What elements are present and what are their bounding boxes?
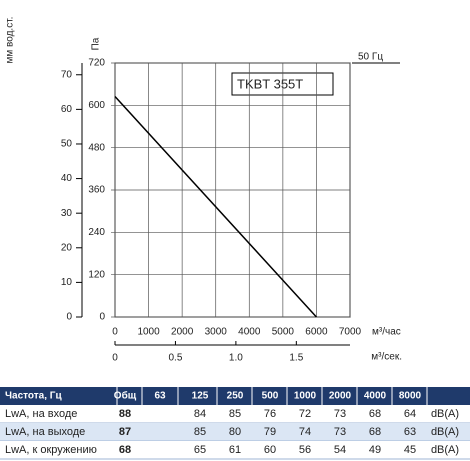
row-value: 45	[404, 444, 416, 456]
row-value: 76	[264, 408, 276, 420]
table-header: 1000	[294, 391, 317, 402]
table-header: 2000	[329, 391, 352, 402]
y-label: Па	[91, 37, 102, 50]
title-box	[231, 72, 334, 96]
row-value: 60	[264, 444, 276, 456]
row-value: 65	[194, 444, 206, 456]
x-tick-label: 4000	[238, 327, 261, 338]
y2-label: мм вод.ст.	[5, 17, 16, 64]
x-tick-label: 0	[112, 327, 118, 338]
table-header: 4000	[364, 391, 387, 402]
y-tick-label: 600	[88, 100, 105, 111]
y-tick-label: 0	[99, 312, 105, 323]
row-label: LwA, на выходе	[5, 426, 85, 438]
row-total: 68	[119, 444, 131, 456]
y2-tick-label: 40	[61, 173, 73, 184]
table-header: Частота, Гц	[5, 391, 62, 402]
table-header: 500	[262, 391, 279, 402]
row-value: 56	[299, 444, 311, 456]
y2-tick-label: 30	[61, 208, 73, 219]
row-value: 80	[229, 426, 241, 438]
x2-tick-label: 0	[112, 353, 118, 364]
row-value: 79	[264, 426, 276, 438]
x2-tick-label: 0.5	[168, 353, 182, 364]
x2-tick-label: 1.0	[229, 353, 243, 364]
y-tick-label: 120	[88, 269, 105, 280]
x-tick-label: 5000	[272, 327, 295, 338]
y-tick-label: 360	[88, 185, 105, 196]
row-value: 84	[194, 408, 206, 420]
table-header: 63	[154, 391, 166, 402]
row-label: LwA, на входе	[5, 408, 77, 420]
row-value: 85	[229, 408, 241, 420]
chart-title: TKBT 355T	[237, 76, 303, 91]
row-total: 87	[119, 426, 131, 438]
row-value: 54	[334, 444, 346, 456]
annotation: 50 Гц	[358, 52, 383, 63]
y2-tick-label: 60	[61, 104, 73, 115]
row-value: 85	[194, 426, 206, 438]
row-unit: dB(A)	[431, 408, 459, 420]
row-value: 64	[404, 408, 416, 420]
row-value: 61	[229, 444, 241, 456]
row-value: 74	[299, 426, 311, 438]
row-value: 73	[334, 408, 346, 420]
x-tick-label: 2000	[171, 327, 194, 338]
x-tick-label: 7000	[339, 327, 362, 338]
row-unit: dB(A)	[431, 426, 459, 438]
y-tick-label: 720	[88, 58, 105, 69]
table-header: 8000	[399, 391, 422, 402]
y2-tick-label: 50	[61, 139, 73, 150]
row-total: 88	[119, 408, 131, 420]
row-label: LwA, к окружению	[5, 444, 97, 456]
y2-tick-label: 0	[66, 312, 72, 323]
x-label: м³/час	[372, 327, 401, 338]
table-row-bg	[0, 423, 470, 441]
table-header: 125	[192, 391, 209, 402]
row-value: 63	[404, 426, 416, 438]
row-value: 68	[369, 426, 381, 438]
x2-label: м³/сек.	[371, 352, 402, 363]
table-header: 250	[227, 391, 244, 402]
x-tick-label: 6000	[305, 327, 328, 338]
line	[114, 96, 317, 318]
row-unit: dB(A)	[431, 444, 459, 456]
y2-tick-label: 70	[61, 69, 73, 80]
row-value: 72	[299, 408, 311, 420]
x-tick-label: 1000	[137, 327, 160, 338]
y2-tick-label: 20	[61, 242, 73, 253]
x-tick-label: 3000	[205, 327, 228, 338]
table-header: Общ	[114, 390, 137, 402]
x2-tick-label: 1.5	[289, 353, 303, 364]
row-value: 68	[369, 408, 381, 420]
table-row-bg	[0, 405, 470, 423]
row-value: 49	[369, 444, 381, 456]
row-value: 73	[334, 426, 346, 438]
table-row-bg	[0, 441, 470, 459]
y2-tick-label: 10	[61, 277, 73, 288]
y-tick-label: 480	[88, 142, 105, 153]
y-tick-label: 240	[88, 227, 105, 238]
